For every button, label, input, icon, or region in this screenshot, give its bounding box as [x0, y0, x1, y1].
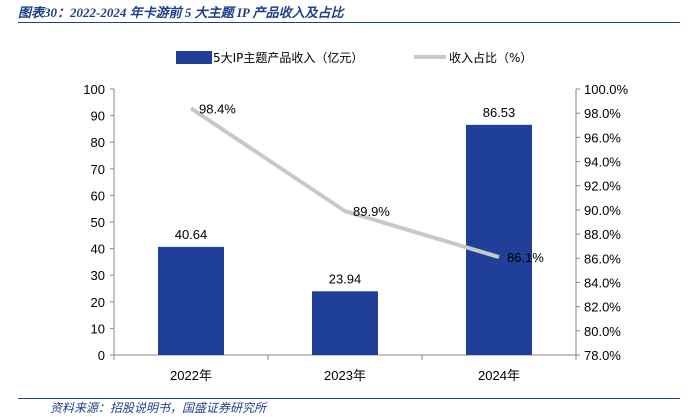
left-tick-label: 80: [91, 135, 105, 150]
legend-label-line: 收入占比（%）: [449, 50, 532, 65]
left-tick-label: 40: [91, 242, 105, 257]
left-tick-label: 20: [91, 295, 105, 310]
x-tick-label: 2022年: [170, 368, 212, 383]
right-tick-label: 98.0%: [584, 106, 621, 121]
x-tick-label: 2024年: [478, 368, 520, 383]
right-tick-label: 88.0%: [584, 227, 621, 242]
right-tick-label: 92.0%: [584, 179, 621, 194]
right-tick-label: 96.0%: [584, 130, 621, 145]
right-tick-label: 100.0%: [584, 82, 629, 97]
right-tick-label: 90.0%: [584, 203, 621, 218]
bar-data-label: 86.53: [483, 105, 516, 120]
x-tick-label: 2023年: [324, 368, 366, 383]
chart: 0 10 20 30 40 50 60 70 80 90 100 78.0% 80.0% 82.0% 84.…: [83, 50, 629, 383]
title-divider: [18, 22, 680, 23]
right-tick-label: 80.0%: [584, 324, 621, 339]
left-tick-label: 90: [91, 109, 105, 124]
bar-data-label: 40.64: [175, 227, 208, 242]
line-data-label: 89.9%: [353, 204, 390, 219]
right-tick-label: 82.0%: [584, 300, 621, 315]
bar-data-label: 23.94: [329, 271, 362, 286]
bar: [312, 291, 378, 355]
left-tick-label: 70: [91, 162, 105, 177]
left-tick-label: 10: [91, 321, 105, 336]
bar: [466, 124, 532, 355]
left-tick-label: 50: [91, 215, 105, 230]
share-line: [189, 106, 500, 259]
right-tick-label: 78.0%: [584, 348, 621, 363]
legend-label-bar: 5大IP主题产品收入（亿元）: [213, 50, 363, 65]
source-note: 资料来源：招股说明书，国盛证券研究所: [50, 401, 267, 415]
legend-swatch-bar: [176, 51, 212, 64]
left-tick-label: 60: [91, 188, 105, 203]
right-tick-label: 84.0%: [584, 275, 621, 290]
left-tick-label: 100: [83, 82, 105, 97]
line-data-label: 86.1%: [507, 250, 544, 265]
line-data-label: 98.4%: [199, 101, 236, 116]
bar: [158, 246, 224, 355]
right-tick-label: 94.0%: [584, 155, 621, 170]
left-tick-label: 30: [91, 268, 105, 283]
figure-title: 图表30：2022-2024 年卡游前 5 大主题 IP 产品收入及占比: [18, 5, 344, 20]
left-tick-label: 0: [98, 348, 105, 363]
right-tick-label: 86.0%: [584, 251, 621, 266]
source-divider: [18, 398, 680, 399]
